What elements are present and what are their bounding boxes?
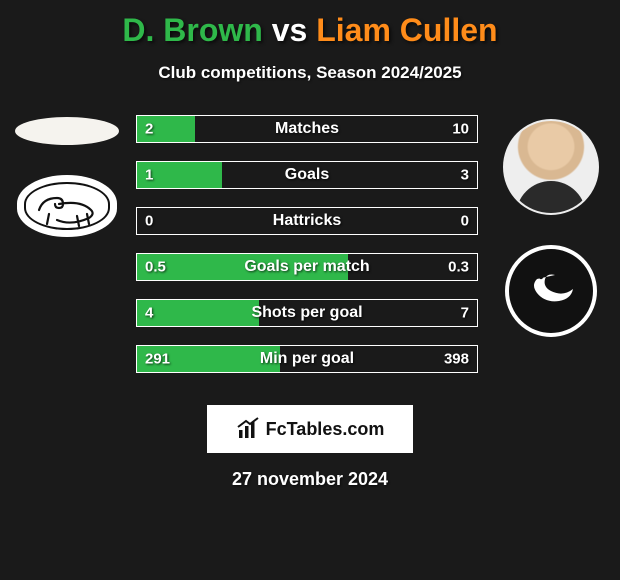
ram-icon	[29, 184, 105, 228]
swan-icon	[521, 261, 581, 321]
club-left-logo	[17, 175, 117, 239]
bar-label: Shots per goal	[251, 304, 362, 322]
vs-text: vs	[272, 12, 308, 48]
player-right-name: Liam Cullen	[316, 12, 497, 48]
club-right-logo	[505, 245, 597, 337]
bar-row: 1 Goals 3	[136, 161, 478, 189]
bar-label: Goals	[285, 166, 329, 184]
branding-badge: FcTables.com	[207, 405, 413, 453]
bar-row: 2 Matches 10	[136, 115, 478, 143]
player-left-photo	[15, 117, 119, 145]
footer-date: 27 november 2024	[0, 469, 620, 490]
bar-value-left: 1	[145, 167, 153, 184]
bar-row: 291 Min per goal 398	[136, 345, 478, 373]
subtitle: Club competitions, Season 2024/2025	[0, 63, 620, 83]
page-title: D. Brown vs Liam Cullen	[0, 0, 620, 49]
bar-fill-left	[137, 300, 259, 326]
bar-label: Min per goal	[260, 350, 354, 368]
bar-label: Matches	[275, 120, 339, 138]
branding-text: FcTables.com	[266, 419, 385, 440]
bar-value-right: 0.3	[448, 259, 469, 276]
player-right-photo	[503, 119, 599, 215]
bar-value-right: 0	[461, 213, 469, 230]
chart-icon	[236, 417, 260, 441]
bar-value-left: 2	[145, 121, 153, 138]
bar-row: 4 Shots per goal 7	[136, 299, 478, 327]
bar-value-right: 10	[452, 121, 469, 138]
right-column	[500, 115, 602, 337]
bar-value-right: 7	[461, 305, 469, 322]
bar-value-left: 0	[145, 213, 153, 230]
comparison-chart: 2 Matches 10 1 Goals 3 0 Hattricks 0 0.5 Goals per…	[0, 115, 620, 385]
bar-value-right: 3	[461, 167, 469, 184]
bar-label: Hattricks	[273, 212, 341, 230]
bar-row: 0 Hattricks 0	[136, 207, 478, 235]
bar-row: 0.5 Goals per match 0.3	[136, 253, 478, 281]
bar-value-left: 291	[145, 351, 170, 368]
left-column	[8, 115, 126, 239]
bar-value-right: 398	[444, 351, 469, 368]
bar-label: Goals per match	[244, 258, 369, 276]
bar-value-left: 4	[145, 305, 153, 322]
player-left-name: D. Brown	[122, 12, 262, 48]
bar-value-left: 0.5	[145, 259, 166, 276]
bars-container: 2 Matches 10 1 Goals 3 0 Hattricks 0 0.5 Goals per…	[136, 115, 478, 373]
